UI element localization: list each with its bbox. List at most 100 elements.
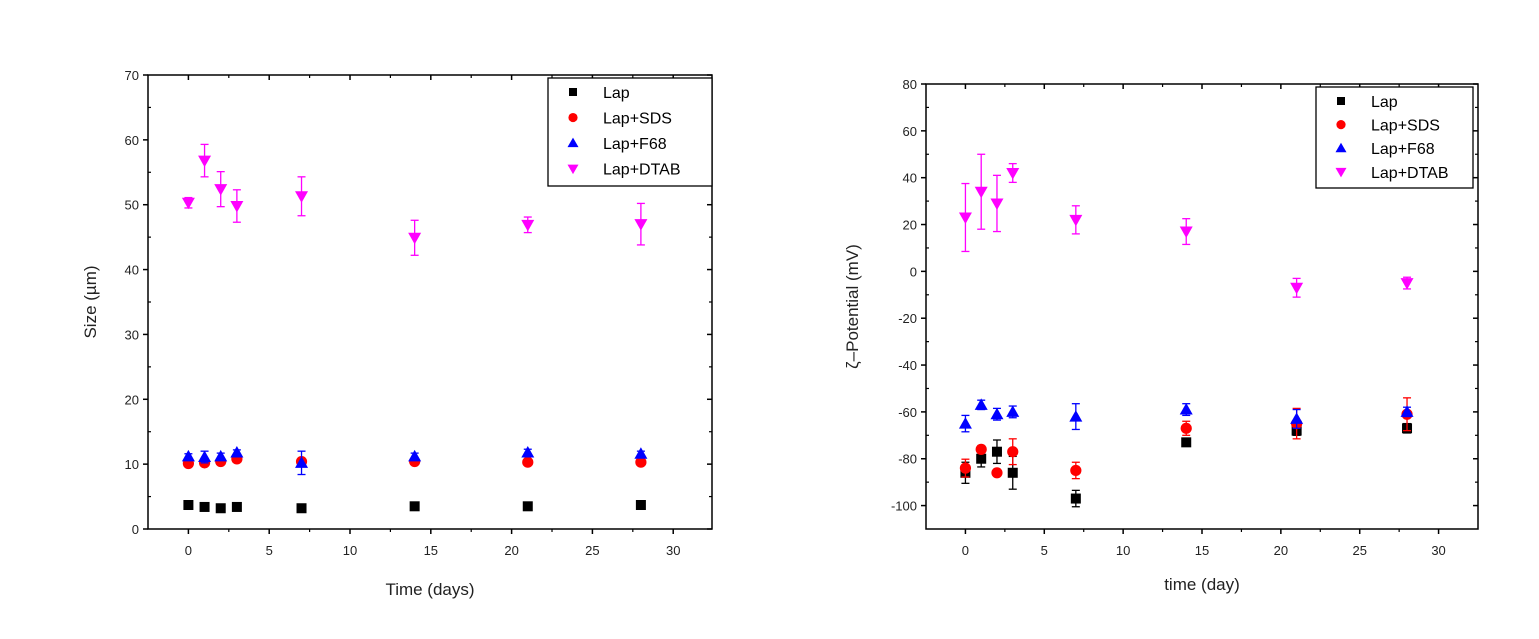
data-point	[958, 212, 972, 224]
data-point	[230, 445, 244, 458]
x-tick-label: 15	[1195, 543, 1209, 558]
x-tick-label: 20	[1274, 543, 1288, 558]
data-point	[974, 398, 988, 410]
data-point	[959, 462, 972, 474]
x-tick-label: 30	[1431, 543, 1445, 558]
data-point	[198, 155, 212, 168]
y-tick-label: 70	[125, 68, 139, 83]
data-point	[635, 500, 646, 511]
y-axis-title: Size (µm)	[81, 265, 100, 338]
y-tick-label: 10	[125, 457, 139, 472]
data-point	[974, 186, 988, 199]
legend-label: Lap+SDS	[1371, 118, 1440, 135]
data-point	[1006, 405, 1020, 417]
data-point	[295, 191, 309, 203]
legend-marker	[568, 112, 578, 123]
data-point	[521, 445, 535, 458]
legend-label: Lap	[603, 85, 630, 102]
data-point	[976, 453, 987, 464]
data-point	[1400, 278, 1414, 290]
y-tick-label: -100	[891, 499, 917, 514]
y-tick-label: -40	[898, 358, 917, 373]
x-tick-label: 20	[504, 543, 518, 558]
legend-marker	[569, 88, 577, 96]
y-tick-label: -20	[898, 311, 917, 326]
data-point	[991, 446, 1002, 457]
y-tick-label: 30	[125, 327, 139, 342]
data-point	[1290, 282, 1304, 295]
data-point	[958, 417, 972, 429]
x-tick-label: 30	[666, 543, 680, 558]
legend-marker	[567, 137, 579, 148]
x-tick-label: 10	[343, 543, 357, 558]
y-axis-title: ζ–Potential (mV)	[843, 244, 862, 369]
legend-label: Lap+SDS	[603, 111, 672, 128]
data-point	[1179, 403, 1193, 415]
data-point	[1181, 437, 1192, 448]
x-axis-title: time (day)	[1164, 575, 1240, 594]
y-tick-label: 0	[132, 522, 139, 537]
data-point	[408, 449, 422, 462]
y-tick-label: 20	[903, 218, 917, 233]
data-point	[408, 232, 422, 245]
series-lap-dtab	[181, 143, 648, 256]
data-point	[1290, 412, 1304, 424]
data-point	[1070, 493, 1081, 504]
y-tick-label: 80	[903, 77, 917, 92]
data-point	[990, 198, 1004, 210]
legend-marker	[567, 164, 579, 175]
data-point	[1069, 410, 1083, 422]
legend-marker	[1335, 167, 1347, 178]
x-axis-title: Time (days)	[385, 580, 474, 599]
x-tick-label: 10	[1116, 543, 1130, 558]
x-tick-label: 0	[962, 543, 969, 558]
series-lap-f68	[958, 398, 1414, 433]
chart-2: -100 -80 -60 -40 -20 0 20 40 60 80 0 5 10 15 20 25 30 tim…	[843, 77, 1479, 594]
data-point	[635, 456, 647, 468]
x-tick-label: 25	[1352, 543, 1366, 558]
y-tick-label: 60	[903, 124, 917, 139]
x-tick-label: 15	[424, 543, 438, 558]
y-tick-label: -80	[898, 452, 917, 467]
x-tick-label: 5	[1041, 543, 1048, 558]
data-point	[991, 467, 1003, 479]
chart-1: 0 10 20 30 40 50 60 70 0 5 10 15 20 25 30 Time (days) Si…	[81, 68, 713, 599]
series-lap-f68	[181, 445, 648, 476]
data-point	[990, 407, 1004, 420]
legend-marker	[1335, 142, 1347, 153]
data-point	[1006, 168, 1020, 180]
data-point	[183, 500, 194, 511]
legend-label: Lap	[1371, 94, 1398, 111]
data-point	[634, 447, 648, 459]
data-point	[181, 197, 195, 210]
series-lap	[183, 500, 646, 514]
legend-label: Lap+DTAB	[603, 162, 681, 179]
data-point	[295, 456, 309, 468]
y-tick-label: -60	[898, 405, 917, 420]
data-point	[975, 443, 987, 455]
data-point	[296, 503, 307, 514]
x-tick-label: 5	[266, 543, 273, 558]
y-tick-label: 50	[125, 198, 139, 213]
data-point	[634, 219, 648, 231]
data-point	[214, 184, 228, 196]
data-point	[181, 449, 195, 462]
data-point	[522, 456, 534, 468]
data-point	[521, 219, 535, 232]
x-tick-label: 25	[585, 543, 599, 558]
data-point	[214, 449, 228, 462]
series-lap-dtab	[958, 153, 1414, 298]
data-point	[1179, 226, 1193, 239]
data-point	[409, 501, 420, 512]
y-tick-label: 40	[903, 171, 917, 186]
data-point	[230, 201, 244, 213]
y-tick-label: 60	[125, 133, 139, 148]
legend: Lap Lap+SDS Lap+F68 Lap+DTAB	[547, 77, 713, 187]
data-point	[1007, 446, 1019, 458]
data-point	[1070, 464, 1082, 477]
x-tick-label: 0	[185, 543, 192, 558]
y-tick-label: 0	[910, 264, 917, 279]
y-tick-label: 20	[125, 392, 139, 407]
data-point	[199, 501, 210, 512]
